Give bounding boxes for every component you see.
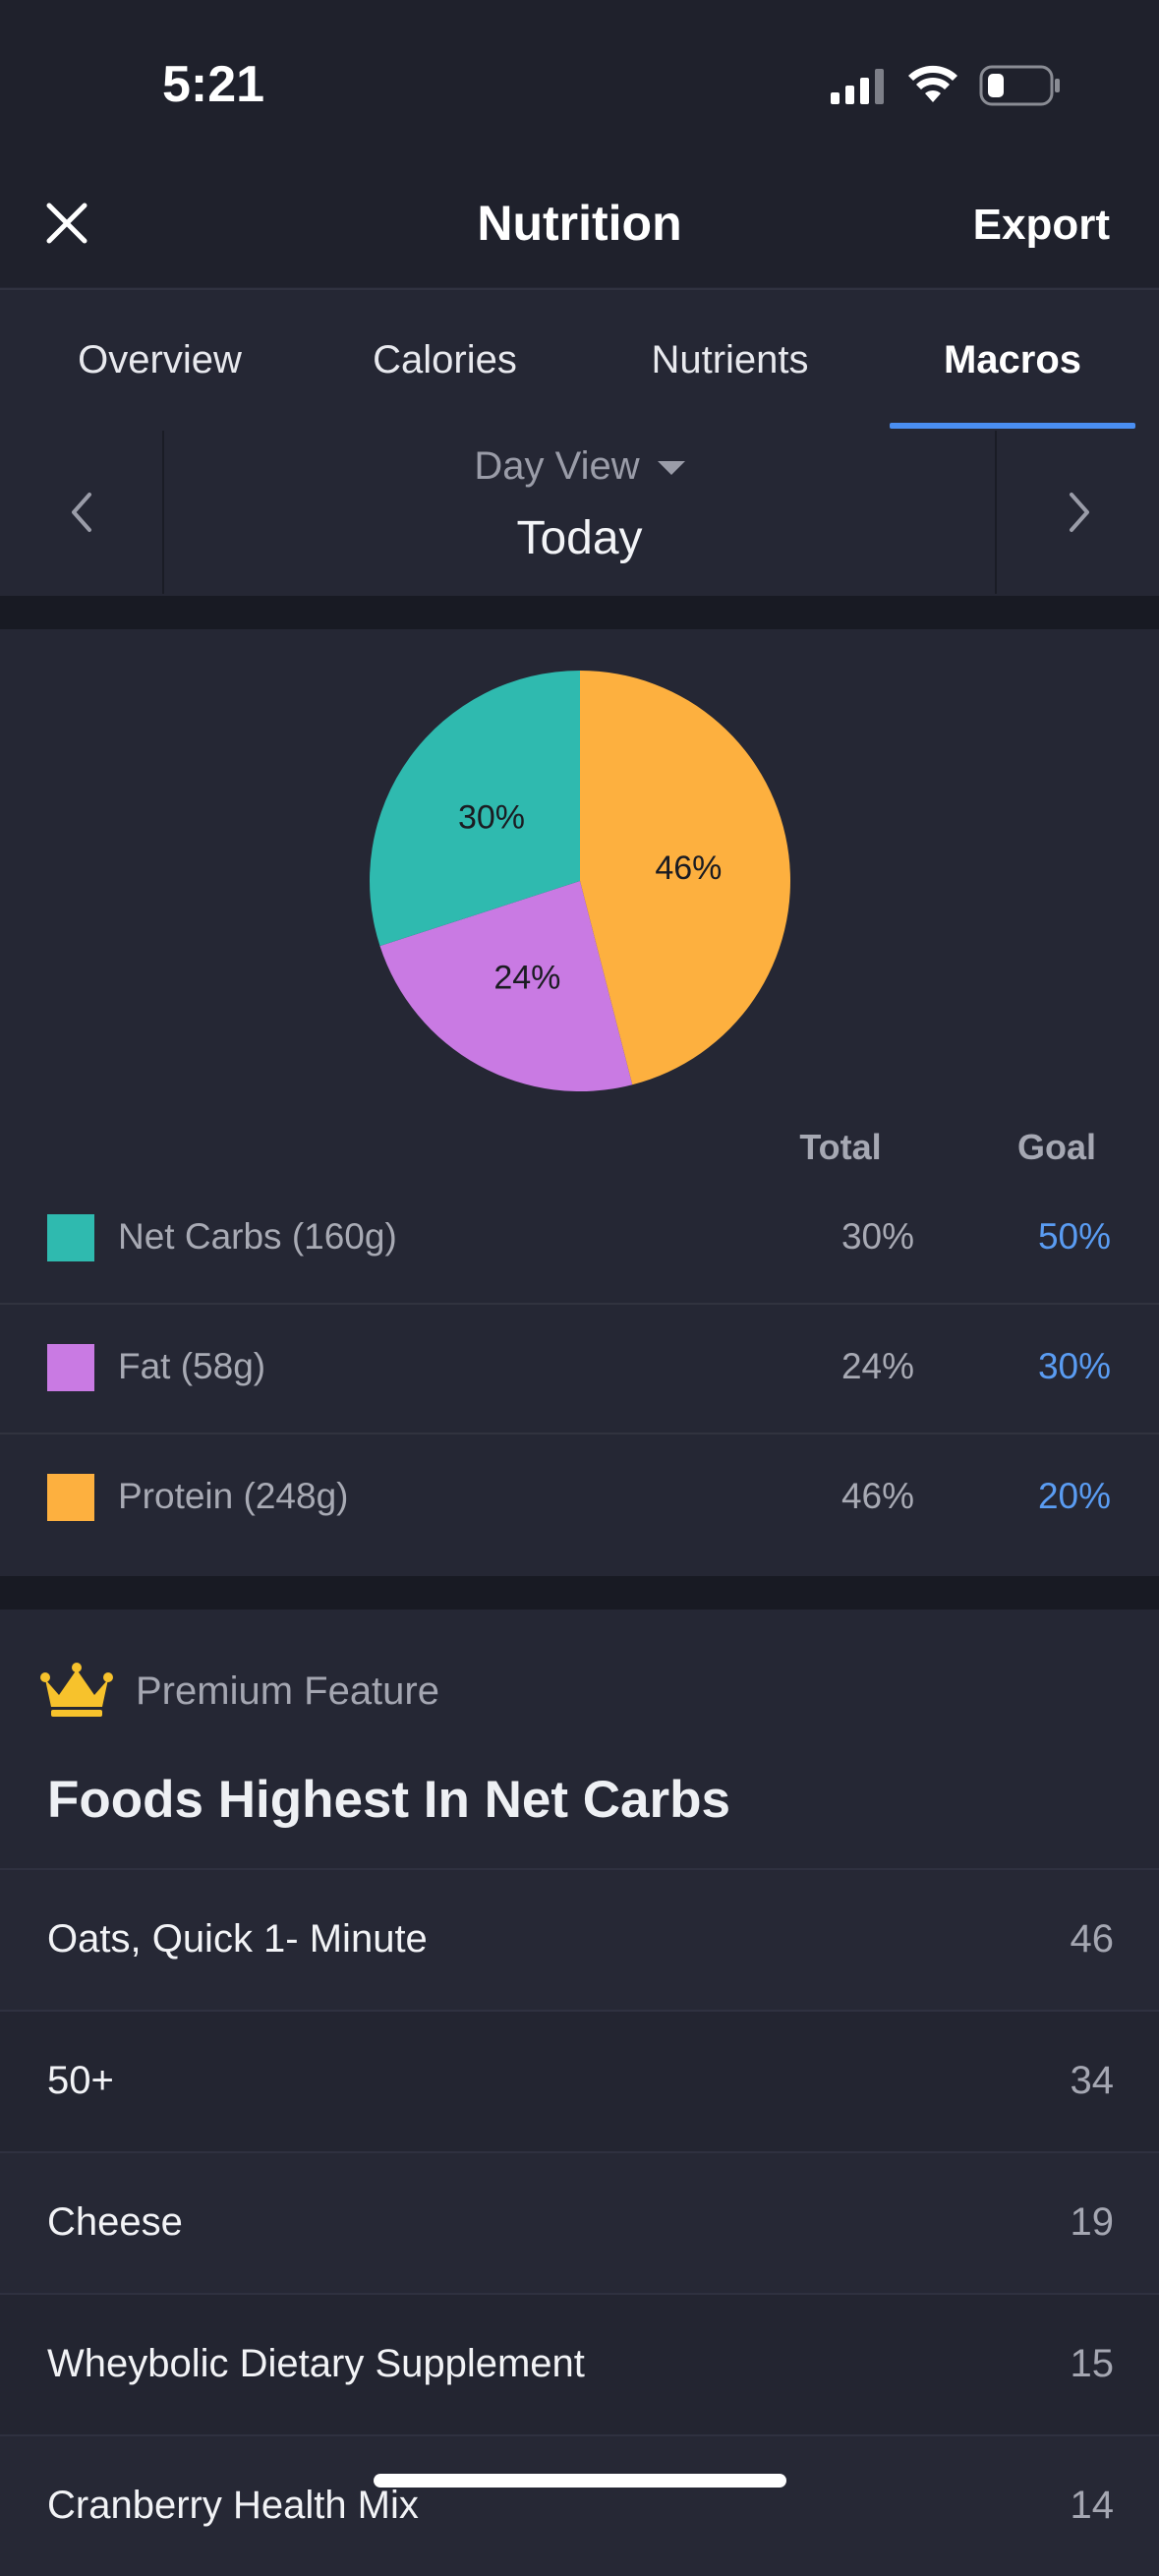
status-time: 5:21 xyxy=(162,56,265,113)
chevron-left-icon xyxy=(71,493,91,532)
food-net-carbs: 14 xyxy=(1070,2484,1115,2527)
food-row[interactable]: Oats, Quick 1- Minute 46 xyxy=(0,1868,1159,2010)
pie-slice-0 xyxy=(580,671,790,1085)
status-bar xyxy=(0,0,1159,177)
tab-macros[interactable]: Macros xyxy=(943,338,1082,381)
food-row[interactable]: Wheybolic Dietary Supplement 15 xyxy=(0,2293,1159,2434)
section-divider xyxy=(0,596,1159,629)
food-net-carbs: 19 xyxy=(1070,2200,1115,2244)
selected-day: Today xyxy=(516,512,643,564)
next-day-button[interactable] xyxy=(995,431,1159,594)
day-selector xyxy=(0,431,1159,594)
chevron-right-icon xyxy=(1069,493,1089,532)
macro-total: 24% xyxy=(840,1346,914,1386)
macro-goal: 20% xyxy=(1037,1476,1111,1516)
pie-slice-label-2: 30% xyxy=(458,799,525,837)
previous-day-button[interactable] xyxy=(0,431,164,594)
wifi-icon xyxy=(906,63,959,109)
macro-total: 30% xyxy=(840,1216,914,1257)
food-name: Oats, Quick 1- Minute xyxy=(47,1917,428,1961)
pie-slice-label-1: 24% xyxy=(493,960,560,997)
macro-goal: 50% xyxy=(1037,1216,1111,1257)
home-indicator[interactable] xyxy=(374,2474,786,2488)
total-column-header: Total xyxy=(799,1127,882,1167)
macro-total: 46% xyxy=(840,1476,914,1516)
pie-slice-label-0: 46% xyxy=(655,849,722,887)
tab-overview[interactable]: Overview xyxy=(78,338,242,381)
food-name: Cheese xyxy=(47,2200,183,2244)
export-button[interactable]: Export xyxy=(972,201,1110,249)
macro-row-fat[interactable]: Fat (58g) 24% 30% xyxy=(0,1305,1159,1434)
battery-icon xyxy=(979,65,1062,111)
food-name: 50+ xyxy=(47,2059,114,2102)
active-tab-indicator xyxy=(890,423,1135,429)
nav-header xyxy=(0,177,1159,287)
fat-swatch xyxy=(47,1344,94,1391)
caret-down-icon xyxy=(657,461,685,476)
macro-label: Net Carbs (160g) xyxy=(118,1216,397,1257)
food-net-carbs: 15 xyxy=(1070,2342,1115,2385)
macro-row-net-carbs[interactable]: Net Carbs (160g) 30% 50% xyxy=(0,1175,1159,1305)
macro-label: Protein (248g) xyxy=(118,1476,349,1516)
pie-slice-2 xyxy=(370,671,580,947)
goal-column-header: Goal xyxy=(1016,1127,1096,1167)
tab-nutrients[interactable]: Nutrients xyxy=(651,338,809,381)
section-divider xyxy=(0,1576,1159,1610)
pie-slice-1 xyxy=(379,881,633,1091)
tab-bar: Overview Calories Nutrients Macros xyxy=(0,288,1159,433)
protein-swatch xyxy=(47,1474,94,1521)
food-name: Cranberry Health Mix xyxy=(47,2484,419,2527)
food-row[interactable]: 50+ 34 xyxy=(0,2010,1159,2151)
day-view-dropdown[interactable]: Day View xyxy=(0,444,1159,489)
section-title: Foods Highest In Net Carbs xyxy=(47,1771,730,1829)
macro-goal: 30% xyxy=(1037,1346,1111,1386)
food-net-carbs: 46 xyxy=(1070,1917,1115,1961)
macro-label: Fat (58g) xyxy=(118,1346,266,1386)
premium-feature-label: Premium Feature xyxy=(136,1669,439,1713)
close-icon xyxy=(46,203,87,244)
close-button[interactable] xyxy=(39,192,94,255)
tab-calories[interactable]: Calories xyxy=(373,338,517,381)
page-title: Nutrition xyxy=(477,196,682,251)
macro-row-protein[interactable]: Protein (248g) 46% 20% xyxy=(0,1434,1159,1562)
net-carbs-swatch xyxy=(47,1214,94,1261)
macros-pie-chart: 46% 24% 30% xyxy=(370,671,790,1091)
food-name: Wheybolic Dietary Supplement xyxy=(47,2342,585,2385)
crown-icon xyxy=(39,1662,114,1724)
food-net-carbs: 34 xyxy=(1070,2059,1115,2102)
food-row[interactable]: Cranberry Health Mix 14 xyxy=(0,2434,1159,2576)
food-row[interactable]: Cheese 19 xyxy=(0,2151,1159,2293)
cellular-signal-icon xyxy=(831,69,886,109)
day-view-label: Day View xyxy=(474,444,640,488)
